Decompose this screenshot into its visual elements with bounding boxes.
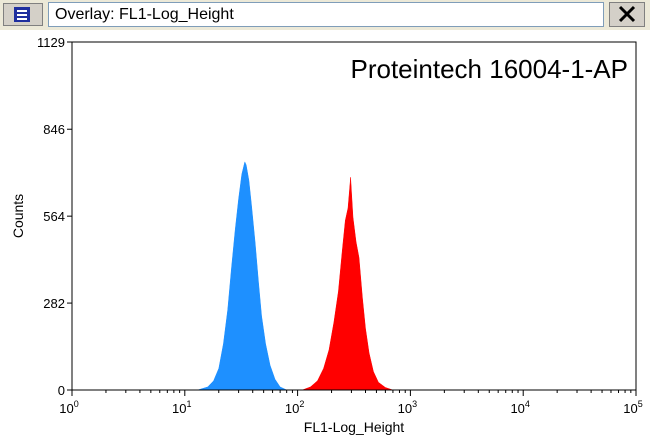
x-tick-base: 10 [172, 401, 186, 416]
x-tick-exponent: 5 [638, 399, 643, 409]
close-icon [618, 5, 636, 23]
x-axis-label: FL1-Log_Height [304, 419, 405, 435]
y-tick-label: 1129 [37, 35, 65, 50]
y-axis-label: Counts [10, 194, 26, 238]
window-title-box: Overlay: FL1-Log_Height [48, 2, 604, 27]
x-tick-label: 105 [623, 399, 642, 416]
x-tick-base: 10 [398, 401, 412, 416]
y-tick-label: 564 [43, 209, 65, 224]
x-tick-label: 100 [59, 399, 78, 416]
y-ticks: 0 282 564 846 1129 [37, 35, 72, 398]
close-button[interactable] [609, 2, 645, 27]
y-tick-label: 846 [43, 122, 65, 137]
y-tick-label: 282 [43, 296, 65, 311]
overlay-window-icon[interactable] [3, 3, 43, 26]
x-tick-base: 10 [623, 401, 637, 416]
x-tick-label: 102 [285, 399, 304, 416]
x-tick-base: 10 [285, 401, 299, 416]
x-tick-exponent: 3 [412, 399, 417, 409]
x-tick-label: 104 [510, 399, 529, 416]
x-tick-exponent: 1 [187, 399, 192, 409]
histogram-series-2 [302, 177, 393, 391]
window-title: Overlay: FL1-Log_Height [55, 6, 234, 23]
y-tick-label: 0 [58, 383, 65, 398]
x-tick-exponent: 0 [74, 399, 79, 409]
x-tick-exponent: 4 [525, 399, 530, 409]
x-tick-base: 10 [510, 401, 524, 416]
chart-annotation: Proteintech 16004-1-AP [350, 54, 628, 84]
x-ticks: 100 101 102 103 104 105 [59, 390, 643, 416]
x-tick-exponent: 2 [299, 399, 304, 409]
histogram-series-1 [197, 161, 287, 391]
x-tick-base: 10 [59, 401, 73, 416]
x-tick-label: 103 [398, 399, 417, 416]
window-titlebar: Overlay: FL1-Log_Height [0, 0, 650, 30]
x-tick-label: 101 [172, 399, 191, 416]
series-layer [197, 161, 393, 391]
